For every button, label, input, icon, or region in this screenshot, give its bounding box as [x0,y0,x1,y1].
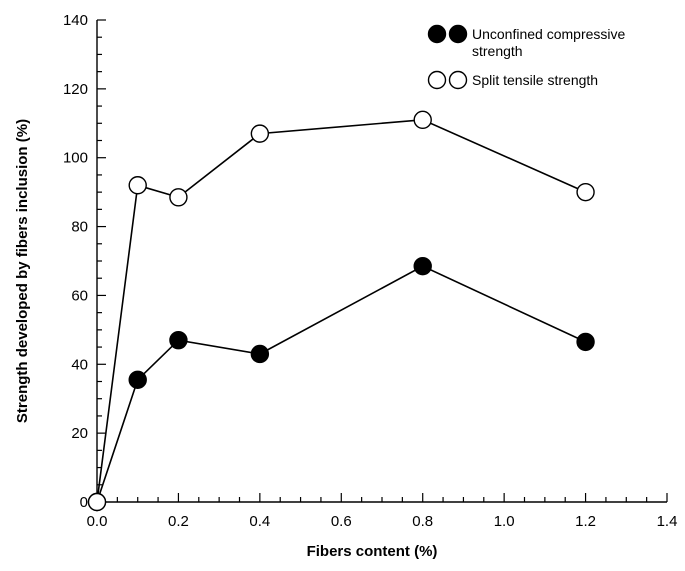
data-point-series-1 [87,492,107,512]
ticks: 0 20 40 60 80 100 120 140 0.0 0.2 0.4 0.6 0.8 1.0 1.2 1… [63,12,677,530]
data-point-series-0 [576,332,595,352]
y-tick-label: 140 [63,12,88,29]
series-line-1 [96,118,586,503]
data-point-series-1 [128,176,147,195]
axes [96,20,667,503]
x-tick-label: 0.6 [331,513,352,530]
y-axis-title: Strength developed by fibers inclusion (… [14,119,31,423]
x-tick-label: 0.2 [168,513,189,530]
data-point-series-1 [576,182,595,202]
data-point-series-1 [413,110,432,130]
legend-label: strength [472,43,523,59]
y-tick-label: 0 [80,494,88,511]
legend-label: Unconfined compressive [472,26,626,42]
legend-marker [448,70,468,90]
legend-marker [448,24,468,44]
data-point-series-1 [169,188,188,207]
x-tick-label: 1.4 [657,513,678,530]
x-tick-label: 0.0 [87,513,108,530]
data-point-series-0 [169,330,188,350]
x-tick-label: 0.8 [412,513,433,530]
y-tick-label: 80 [71,219,88,236]
data-point-series-0 [128,370,147,389]
x-tick-label: 0.4 [249,513,270,530]
y-tick-label: 20 [71,425,88,442]
y-tick-label: 120 [63,81,88,98]
legend-label: Split tensile strength [472,72,598,88]
series-layer [87,110,595,512]
legend-marker [427,24,447,44]
data-point-series-1 [250,124,270,143]
legend-marker [427,70,447,90]
x-axis-title: Fibers content (%) [307,543,438,560]
data-point-series-0 [413,256,432,276]
y-tick-label: 100 [63,150,88,167]
data-point-series-0 [250,344,270,364]
x-tick-label: 1.0 [494,513,515,530]
x-tick-label: 1.2 [575,513,596,530]
y-tick-label: 40 [71,356,88,373]
y-tick-label: 60 [71,287,88,304]
series-line-0 [96,265,586,503]
